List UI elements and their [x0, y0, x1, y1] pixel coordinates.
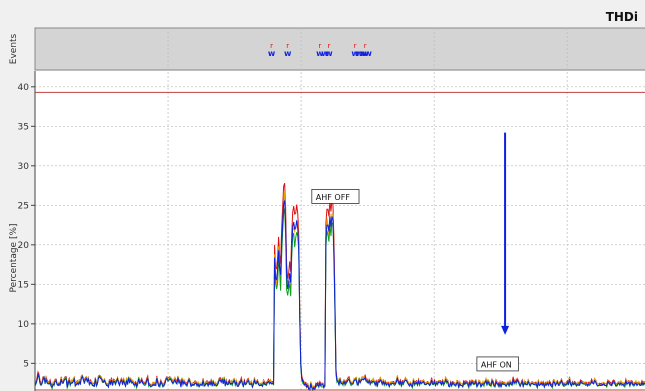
- annotation-label: AHF ON: [481, 360, 512, 369]
- events-panel-background: [34, 27, 645, 71]
- y-tick-label: 15: [18, 280, 29, 290]
- plot-area: AHF OFF AHF ON 5 10 15 20 25 30 35 40 Percentage…: [9, 28, 645, 391]
- annotations: AHF OFF AHF ON: [311, 132, 519, 372]
- y-tick-label: 35: [18, 122, 29, 132]
- event-marker-w: w: [284, 49, 292, 58]
- event-marker-r: r: [364, 42, 367, 50]
- y-tick-label: 30: [18, 162, 30, 172]
- event-marker-w: w: [355, 49, 363, 58]
- event-marker-w: w: [359, 49, 367, 58]
- series-lines: [34, 183, 645, 391]
- event-marker-w: w: [361, 49, 369, 58]
- events-axis-label: Events: [9, 33, 19, 64]
- y-tick-label: 5: [23, 359, 29, 369]
- event-marker-r: r: [318, 42, 321, 50]
- event-marker-w: w: [351, 49, 359, 58]
- y-tick-label: 20: [18, 241, 30, 251]
- annotation-box: [476, 356, 519, 372]
- event-marker-w: w: [268, 49, 276, 58]
- arrow-head: [501, 325, 510, 335]
- annotation-box: [311, 189, 360, 204]
- event-marker-w: w: [316, 49, 324, 58]
- y-tick-label: 40: [18, 83, 30, 93]
- grid-lines: [35, 28, 645, 391]
- chart-title: THDi: [606, 10, 638, 24]
- event-marker-r: r: [327, 42, 330, 50]
- event-marker-w: w: [325, 49, 333, 58]
- plot-background: [35, 71, 645, 391]
- y-tick-label: 10: [18, 320, 30, 330]
- y-tick-label: 25: [18, 201, 29, 211]
- annotation-label: AHF OFF: [316, 193, 351, 202]
- event-marker-w: w: [321, 49, 329, 58]
- series-line-4: [34, 200, 645, 391]
- y-axis-ticks: 5 10 15 20 25 30 35 40: [18, 83, 35, 369]
- event-marker-w: w: [364, 49, 372, 58]
- event-marker-r: r: [270, 42, 273, 50]
- threshold-lines: [35, 91, 645, 391]
- event-marker-r: r: [286, 42, 289, 50]
- y-axis-label: Percentage [%]: [9, 223, 19, 292]
- event-marker-r: r: [354, 42, 357, 50]
